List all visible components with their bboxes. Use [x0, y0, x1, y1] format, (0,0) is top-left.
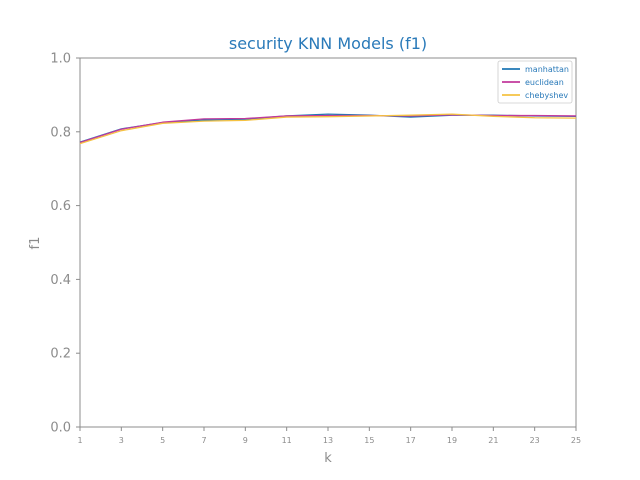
- legend: manhattan euclidean chebyshev: [497, 60, 573, 104]
- x-tick-label: 17: [406, 436, 416, 445]
- x-tick-label: 13: [323, 436, 333, 445]
- y-tick-label: 0.0: [50, 421, 71, 436]
- x-axis-label: k: [324, 451, 332, 466]
- x-tick-label: 5: [160, 436, 165, 445]
- series-lines: [79, 113, 577, 145]
- x-tick-label: 11: [282, 436, 292, 445]
- legend-items: manhattan euclidean chebyshev: [502, 65, 569, 100]
- y-axis-ticks: 0.0 0.2 0.4 0.6 0.8 1.0: [50, 52, 80, 436]
- y-tick-label: 0.2: [50, 347, 71, 362]
- legend-label-euclidean: euclidean: [525, 78, 564, 87]
- series-line-chebyshev: [79, 113, 577, 145]
- x-tick-label: 15: [364, 436, 374, 445]
- x-tick-label: 9: [243, 436, 248, 445]
- plot-area: [79, 57, 577, 428]
- x-tick-label: 3: [119, 436, 124, 445]
- legend-label-chebyshev: chebyshev: [525, 91, 568, 100]
- series-line-euclidean: [79, 114, 577, 144]
- y-axis-label: f1: [28, 237, 43, 250]
- legend-box: [497, 60, 573, 104]
- series-line-manhattan: [79, 113, 577, 143]
- x-tick-label: 1: [77, 436, 82, 445]
- x-axis-ticks: 1 3 5 7 9 11 13 15 17 19 21 23 25: [77, 427, 581, 445]
- y-tick-label: 0.4: [50, 273, 71, 288]
- plot-frame: [79, 57, 577, 428]
- y-tick-label: 1.0: [50, 52, 71, 67]
- x-tick-label: 25: [571, 436, 581, 445]
- x-tick-label: 23: [530, 436, 540, 445]
- x-tick-label: 7: [201, 436, 206, 445]
- legend-label-manhattan: manhattan: [525, 65, 569, 74]
- x-tick-label: 21: [488, 436, 498, 445]
- y-tick-label: 0.6: [50, 199, 71, 214]
- x-tick-label: 19: [447, 436, 457, 445]
- y-tick-label: 0.8: [50, 125, 71, 140]
- chart-title: security KNN Models (f1): [229, 34, 427, 53]
